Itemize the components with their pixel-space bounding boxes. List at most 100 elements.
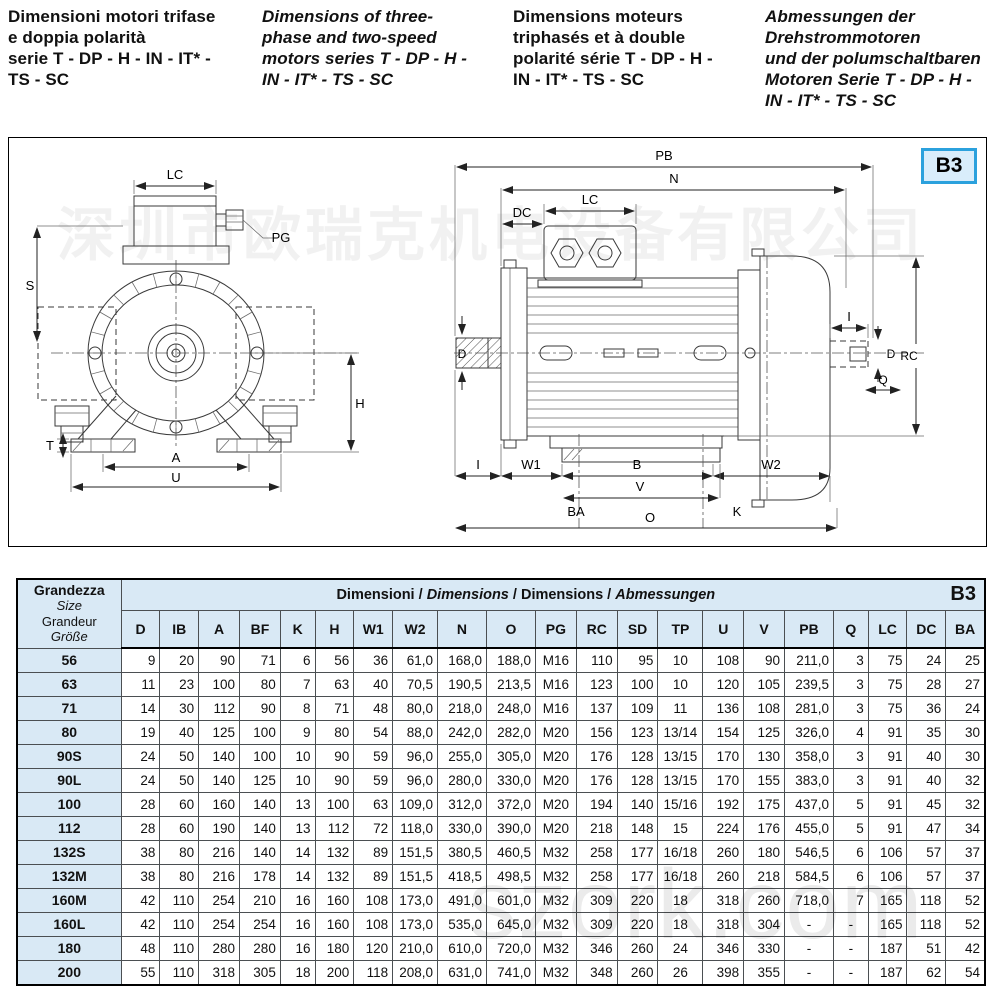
cell-q: 3 bbox=[833, 767, 869, 793]
cell-pg: M20 bbox=[534, 815, 577, 841]
cell-n: 535,0 bbox=[437, 911, 487, 937]
cell-a: 254 bbox=[198, 887, 240, 913]
band-separator: / bbox=[414, 587, 427, 603]
header-line: Dimensions of three- bbox=[262, 7, 434, 26]
cell-d: 24 bbox=[120, 743, 161, 769]
dim-label-n: N bbox=[669, 171, 678, 186]
cell-o: 390,0 bbox=[485, 815, 536, 841]
cell-a: 125 bbox=[198, 719, 240, 745]
cell-ib: 40 bbox=[159, 719, 200, 745]
cell-q: 3 bbox=[833, 671, 869, 697]
cell-w2: 173,0 bbox=[392, 887, 438, 913]
dim-label-t: T bbox=[46, 438, 54, 453]
cell-d: 9 bbox=[120, 647, 161, 673]
motor-front-view-drawing: PG bbox=[26, 167, 365, 492]
cell-u: 318 bbox=[702, 887, 745, 913]
cell-sd: 128 bbox=[616, 767, 659, 793]
cell-rc: 123 bbox=[575, 671, 618, 697]
cell-ba: 32 bbox=[945, 791, 986, 817]
catalog-page: { "header": { "blocks": [ {"lines": ["Di… bbox=[8, 7, 987, 986]
cell-w2: 118,0 bbox=[392, 815, 438, 841]
cell-u: 170 bbox=[702, 743, 745, 769]
cell-o: 498,5 bbox=[485, 863, 536, 889]
cell-rc: 176 bbox=[575, 767, 618, 793]
cell-tp: 13/15 bbox=[657, 767, 704, 793]
cell-u: 120 bbox=[702, 671, 745, 697]
cell-bf: 90 bbox=[239, 695, 281, 721]
cell-h: 132 bbox=[314, 839, 355, 865]
cell-w2: 88,0 bbox=[392, 719, 438, 745]
row-size-label: 90S bbox=[16, 743, 122, 769]
cell-w1: 120 bbox=[353, 935, 394, 961]
cell-k: 14 bbox=[279, 863, 316, 889]
cell-a: 140 bbox=[198, 767, 240, 793]
cell-d: 38 bbox=[120, 863, 161, 889]
cell-d: 42 bbox=[120, 887, 161, 913]
cell-d: 28 bbox=[120, 815, 161, 841]
cell-a: 90 bbox=[198, 647, 240, 673]
cell-q: 3 bbox=[833, 647, 869, 673]
cell-k: 10 bbox=[279, 767, 316, 793]
cell-o: 305,0 bbox=[485, 743, 536, 769]
table-row-63: 63 11 23 100 80 7 63 40 70,5 190,5 213,5 M16 123 100 1… bbox=[16, 671, 986, 697]
cell-pb: 358,0 bbox=[784, 743, 834, 769]
cell-o: 460,5 bbox=[485, 839, 536, 865]
cell-n: 255,0 bbox=[437, 743, 487, 769]
cell-k: 13 bbox=[279, 815, 316, 841]
cell-bf: 178 bbox=[239, 863, 281, 889]
dim-label-i-bottom: I bbox=[476, 457, 480, 472]
cell-a: 216 bbox=[198, 863, 240, 889]
cell-ba: 52 bbox=[945, 911, 986, 937]
column-header-ba: BA bbox=[945, 610, 986, 649]
cell-w1: 108 bbox=[353, 911, 394, 937]
cell-v: 176 bbox=[743, 815, 786, 841]
cell-ba: 37 bbox=[945, 839, 986, 865]
cell-o: 248,0 bbox=[485, 695, 536, 721]
dim-label-o: O bbox=[645, 510, 655, 525]
cell-q: 6 bbox=[833, 863, 869, 889]
header-line: Dimensions moteurs bbox=[513, 7, 683, 26]
cell-h: 100 bbox=[314, 791, 355, 817]
cell-o: 645,0 bbox=[485, 911, 536, 937]
cell-pg: M16 bbox=[534, 647, 577, 673]
cell-o: 741,0 bbox=[485, 959, 536, 985]
dim-label-pg: PG bbox=[272, 230, 291, 245]
cell-u: 346 bbox=[702, 935, 745, 961]
cell-d: 38 bbox=[120, 839, 161, 865]
header-line: Motoren Serie T - DP - H - bbox=[765, 70, 972, 89]
cell-pb: 239,5 bbox=[784, 671, 834, 697]
cell-n: 242,0 bbox=[437, 719, 487, 745]
cell-sd: 220 bbox=[616, 911, 659, 937]
header-line: und der polumschaltbaren bbox=[765, 49, 981, 68]
cell-v: 218 bbox=[743, 863, 786, 889]
cell-lc: 75 bbox=[867, 647, 908, 673]
cell-ba: 30 bbox=[945, 743, 986, 769]
cell-v: 105 bbox=[743, 671, 786, 697]
cell-ba: 42 bbox=[945, 935, 986, 961]
header-line: Drehstrommotoren bbox=[765, 28, 921, 47]
column-header-bf: BF bbox=[239, 610, 281, 649]
cell-pb: - bbox=[784, 959, 834, 985]
header-line: e doppia polarità bbox=[8, 28, 146, 47]
cell-n: 190,5 bbox=[437, 671, 487, 697]
header-line: polarité série T - DP - H - bbox=[513, 49, 713, 68]
table-row-71: 71 14 30 112 90 8 71 48 80,0 218,0 248,0 M16 137 109 1… bbox=[16, 695, 986, 721]
dim-label-pb: PB bbox=[655, 148, 672, 163]
cell-ba: 32 bbox=[945, 767, 986, 793]
column-header-pg: PG bbox=[534, 610, 577, 649]
dim-label-rc: RC bbox=[900, 349, 918, 363]
header-line: TS - SC bbox=[8, 70, 70, 89]
band-label-fr: Dimensions bbox=[520, 587, 604, 603]
cell-u: 318 bbox=[702, 911, 745, 937]
row-size-label: 56 bbox=[16, 647, 122, 673]
header-line: phase and two-speed bbox=[262, 28, 437, 47]
cell-d: 55 bbox=[120, 959, 161, 985]
cell-w2: 61,0 bbox=[392, 647, 438, 673]
row-size-label: 160L bbox=[16, 911, 122, 937]
cell-q: 6 bbox=[833, 839, 869, 865]
cell-tp: 18 bbox=[657, 911, 704, 937]
cell-n: 168,0 bbox=[437, 647, 487, 673]
cell-pg: M32 bbox=[534, 911, 577, 937]
header-line: Dimensioni motori trifase bbox=[8, 7, 216, 26]
cell-bf: 125 bbox=[239, 767, 281, 793]
